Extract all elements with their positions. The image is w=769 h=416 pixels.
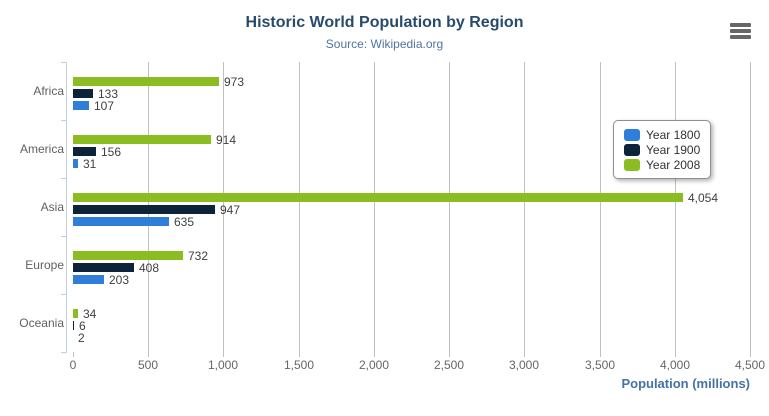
bar-asia-year-1800[interactable]: [73, 217, 169, 226]
gridline-1-000: [223, 62, 224, 352]
y-axis-tick: [61, 62, 67, 63]
x-tick-4-000: [675, 352, 676, 357]
category-label-asia: Asia: [40, 200, 64, 214]
bar-america-year-1800[interactable]: [73, 159, 78, 168]
x-tick-label-4-500: 4,500: [734, 358, 766, 372]
legend-item-year-2008[interactable]: Year 2008: [624, 157, 700, 172]
legend-item-label: Year 1800: [646, 127, 701, 142]
category-label-oceania: Oceania: [19, 316, 64, 330]
bar-asia-year-2008[interactable]: [73, 193, 683, 202]
y-axis-tick: [61, 178, 67, 179]
value-label-america-year-1800: 31: [83, 157, 97, 171]
y-axis-tick: [61, 120, 67, 121]
export-menu-button[interactable]: [730, 21, 751, 41]
y-axis-tick: [61, 352, 67, 353]
bar-oceania-year-1900[interactable]: [73, 321, 74, 330]
value-label-africa-year-2008: 973: [224, 75, 245, 89]
legend-marker-year-1800: [624, 128, 640, 141]
value-label-europe-year-1800: 203: [109, 273, 130, 287]
x-tick-label-4-000: 4,000: [659, 358, 691, 372]
bar-america-year-2008[interactable]: [73, 135, 211, 144]
x-tick-label-2-500: 2,500: [433, 358, 465, 372]
value-label-asia-year-1800: 635: [174, 215, 195, 229]
x-tick-label-3-000: 3,000: [508, 358, 540, 372]
gridline-2-000: [374, 62, 375, 352]
gridline-4-000: [675, 62, 676, 352]
category-label-africa: Africa: [33, 84, 64, 98]
value-label-europe-year-2008: 732: [188, 249, 209, 263]
bar-africa-year-1800[interactable]: [73, 101, 89, 110]
gridline-1-500: [299, 62, 300, 352]
legend-item-label: Year 1900: [646, 142, 701, 157]
x-tick-label-1-500: 1,500: [283, 358, 315, 372]
y-axis-tick: [61, 236, 67, 237]
bar-europe-year-2008[interactable]: [73, 251, 183, 260]
legend: Year 1800 Year 1900 Year 2008: [613, 120, 712, 179]
x-tick-label-1-000: 1,000: [207, 358, 239, 372]
x-tick-label-3-500: 3,500: [584, 358, 616, 372]
value-label-asia-year-2008: 4,054: [688, 191, 719, 205]
value-label-america-year-2008: 914: [216, 133, 237, 147]
value-label-asia-year-1900: 947: [220, 203, 241, 217]
value-label-america-year-1900: 156: [101, 145, 122, 159]
bar-europe-year-1800[interactable]: [73, 275, 104, 284]
x-tick-2-000: [374, 352, 375, 357]
bar-asia-year-1900[interactable]: [73, 205, 215, 214]
y-axis-line: [66, 62, 67, 352]
bar-oceania-year-2008[interactable]: [73, 309, 78, 318]
legend-item-year-1900[interactable]: Year 1900: [624, 142, 700, 157]
chart-title: Historic World Population by Region: [245, 14, 524, 31]
gridline-2-500: [449, 62, 450, 352]
bar-africa-year-1900[interactable]: [73, 89, 93, 98]
category-label-america: America: [19, 142, 64, 156]
value-label-oceania-year-2008: 34: [83, 307, 97, 321]
y-axis-tick: [61, 294, 67, 295]
gridline-4-500: [750, 62, 751, 352]
hamburger-menu-icon: [730, 23, 751, 39]
x-tick-1-000: [223, 352, 224, 357]
bar-europe-year-1900[interactable]: [73, 263, 134, 272]
gridline-3-000: [524, 62, 525, 352]
x-tick-500: [148, 352, 149, 357]
bar-america-year-1900[interactable]: [73, 147, 96, 156]
x-tick-3-000: [524, 352, 525, 357]
legend-item-year-1800[interactable]: Year 1800: [624, 127, 700, 142]
value-label-oceania-year-1800: 2: [78, 331, 85, 345]
x-tick-label-500: 500: [137, 358, 159, 372]
bar-africa-year-2008[interactable]: [73, 77, 219, 86]
x-tick-label-0: 0: [69, 358, 77, 372]
value-label-oceania-year-1900: 6: [79, 319, 86, 333]
legend-item-label: Year 2008: [646, 157, 701, 172]
value-label-africa-year-1900: 133: [98, 87, 119, 101]
gridline-3-500: [600, 62, 601, 352]
legend-marker-year-1900: [624, 143, 640, 156]
legend-marker-year-2008: [624, 158, 640, 171]
value-label-africa-year-1800: 107: [94, 99, 115, 113]
x-tick-0: [73, 352, 74, 357]
x-tick-1-500: [299, 352, 300, 357]
x-tick-label-2-000: 2,000: [358, 358, 390, 372]
x-tick-4-500: [750, 352, 751, 357]
x-tick-2-500: [449, 352, 450, 357]
value-label-europe-year-1900: 408: [139, 261, 160, 275]
x-tick-3-500: [600, 352, 601, 357]
chart-subtitle: Source: Wikipedia.org: [325, 37, 444, 51]
category-label-europe: Europe: [25, 258, 64, 272]
x-axis-title: Population (millions): [621, 376, 750, 391]
